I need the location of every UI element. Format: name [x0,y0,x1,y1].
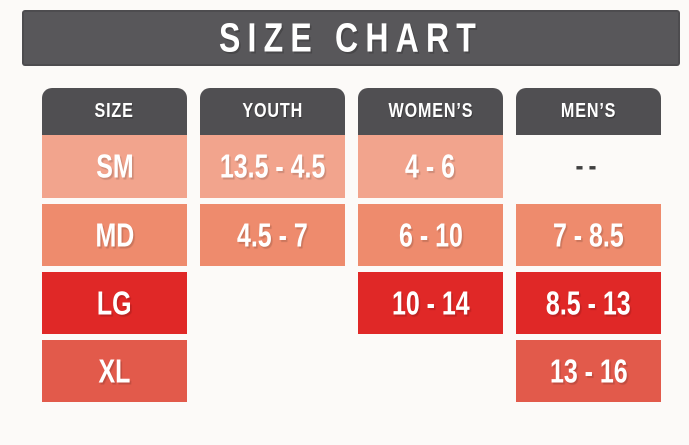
cell-mens-xl: 13 - 16 [516,340,661,402]
column-header-mens-label: MEN’S [560,99,617,122]
cell-womens-md: 6 - 10 [358,204,503,266]
cell-womens-sm: 4 - 6 [358,135,503,198]
cell-youth-md-value: 4.5 - 7 [237,215,308,254]
cell-mens-sm-dash: -- [575,149,602,183]
column-header-youth-label: YOUTH [242,99,303,122]
column-header-size: SIZE [42,88,187,135]
cell-youth-sm-value: 13.5 - 4.5 [219,147,326,185]
column-header-youth: YOUTH [200,88,345,135]
cell-size-lg-value: LG [97,283,132,322]
cell-mens-md-value: 7 - 8.5 [553,215,624,254]
column-womens: WOMEN’S 4 - 6 6 - 10 10 - 14 [358,88,503,402]
cell-size-md: MD [42,204,187,266]
cell-size-md-value: MD [95,215,134,254]
column-mens: MEN’S -- 7 - 8.5 8.5 - 13 13 - 16 [516,88,661,402]
cell-mens-md: 7 - 8.5 [516,204,661,266]
cell-womens-sm-value: 4 - 6 [405,147,456,185]
column-header-size-label: SIZE [94,99,135,122]
cell-mens-xl-value: 13 - 16 [549,351,628,390]
cell-mens-lg: 8.5 - 13 [516,272,661,334]
column-header-womens-label: WOMEN’S [388,99,473,122]
cell-size-sm-value: SM [95,147,134,185]
cell-size-xl: XL [42,340,187,402]
cell-womens-lg-value: 10 - 14 [391,283,470,322]
cell-size-lg: LG [42,272,187,334]
page-title: SIZE CHART [219,15,483,60]
column-header-womens: WOMEN’S [358,88,503,135]
cell-womens-xl-empty [358,340,503,402]
cell-youth-md: 4.5 - 7 [200,204,345,266]
cell-mens-sm-not-available: -- [516,135,661,198]
column-size: SIZE SM MD LG XL [42,88,187,402]
chart-title-banner: SIZE CHART [22,10,680,66]
cell-womens-lg: 10 - 14 [358,272,503,334]
column-header-mens: MEN’S [516,88,661,135]
cell-youth-xl-empty [200,340,345,402]
cell-youth-sm: 13.5 - 4.5 [200,135,345,198]
cell-youth-lg-empty [200,272,345,334]
column-youth: YOUTH 13.5 - 4.5 4.5 - 7 [200,88,345,402]
cell-size-xl-value: XL [98,351,131,390]
cell-womens-md-value: 6 - 10 [398,215,463,254]
cell-mens-lg-value: 8.5 - 13 [546,283,631,322]
size-table: SIZE SM MD LG XL YOUTH 13.5 - 4.5 [42,88,661,402]
cell-size-sm: SM [42,135,187,198]
